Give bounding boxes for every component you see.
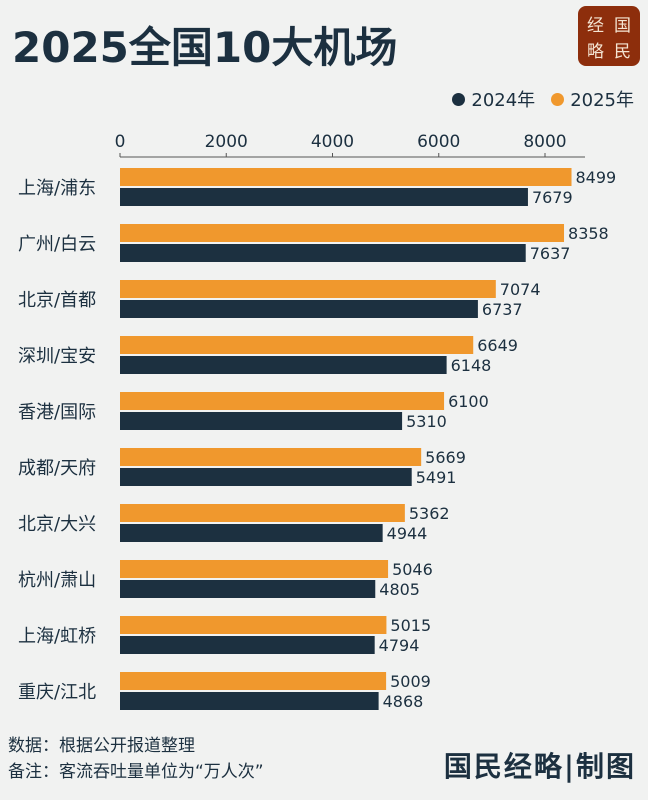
bar-2024年: [120, 580, 376, 598]
data-label: 5015: [390, 616, 431, 635]
bar-2025年: [120, 616, 387, 634]
bar-2024年: [120, 412, 403, 430]
bar-2024年: [120, 468, 412, 486]
bar-2024年: [120, 636, 375, 654]
category-label: 重庆/江北: [18, 682, 96, 703]
data-label: 7637: [530, 244, 571, 263]
legend-label: 2024年: [471, 90, 536, 111]
bar-2025年: [120, 168, 572, 186]
data-label: 4805: [379, 580, 420, 599]
logo-char: 国: [614, 15, 631, 36]
category-label: 成都/天府: [18, 458, 96, 479]
data-label: 6649: [477, 336, 518, 355]
logo-char: 民: [614, 41, 631, 62]
legend-dot-icon: [452, 92, 466, 106]
data-label: 7679: [532, 188, 573, 207]
data-label: 5009: [390, 672, 431, 691]
data-label: 6100: [448, 392, 489, 411]
unit-note: 备注：客流吞吐量单位为“万人次”: [8, 762, 264, 782]
data-label: 5491: [416, 468, 457, 487]
bar-2025年: [120, 504, 405, 522]
logo-char: 经: [587, 15, 604, 36]
legend-dot-icon: [551, 92, 565, 106]
category-label: 上海/虹桥: [18, 626, 96, 647]
category-label: 深圳/宝安: [18, 346, 96, 367]
bar-2025年: [120, 392, 445, 410]
data-label: 6148: [451, 356, 492, 375]
data-label: 5669: [425, 448, 466, 467]
legend-item-2024: 2024年: [452, 86, 535, 112]
data-label: 4868: [383, 692, 424, 711]
data-label: 5362: [409, 504, 450, 523]
data-label: 6737: [482, 300, 523, 319]
bar-2024年: [120, 300, 478, 318]
bar-2025年: [120, 672, 387, 690]
data-label: 5046: [392, 560, 433, 579]
logo-char: 略: [587, 41, 604, 62]
data-label: 4794: [379, 636, 420, 655]
bar-2024年: [120, 188, 528, 206]
category-label: 广州/白云: [18, 234, 96, 255]
footer-notes: 数据：根据公开报道整理 备注：客流吞吐量单位为“万人次”: [8, 733, 264, 785]
legend: 2024年 2025年: [452, 86, 634, 112]
bar-2025年: [120, 336, 474, 354]
bar-2024年: [120, 524, 383, 542]
category-label: 香港/国际: [18, 402, 96, 423]
bar-2025年: [120, 448, 422, 466]
bar-2024年: [120, 356, 447, 374]
data-label: 7074: [500, 280, 541, 299]
legend-item-2025: 2025年: [551, 86, 634, 112]
category-label: 杭州/萧山: [18, 570, 96, 591]
bar-2025年: [120, 560, 389, 578]
data-label: 5310: [406, 412, 447, 431]
brand-logo: 经 国 略 民: [578, 6, 640, 66]
x-tick-label: 6000: [417, 132, 460, 152]
x-tick-label: 0: [115, 132, 126, 152]
data-label: 4944: [387, 524, 428, 543]
category-label: 北京/首都: [18, 290, 96, 311]
legend-label: 2025年: [570, 90, 634, 111]
x-tick-label: 8000: [523, 132, 566, 152]
category-label: 上海/浦东: [18, 178, 96, 199]
signature: 国民经略|制图: [443, 750, 636, 783]
bar-2025年: [120, 224, 565, 242]
x-tick-label: 4000: [311, 132, 354, 152]
category-label: 北京/大兴: [18, 514, 96, 535]
bar-2024年: [120, 692, 379, 710]
x-tick-label: 2000: [205, 132, 248, 152]
page-title: 2025全国10大机场: [12, 23, 398, 72]
bar-2024年: [120, 244, 526, 262]
bar-2025年: [120, 280, 496, 298]
data-label: 8499: [576, 168, 617, 187]
source-note: 数据：根据公开报道整理: [8, 736, 195, 756]
data-label: 8358: [568, 224, 609, 243]
